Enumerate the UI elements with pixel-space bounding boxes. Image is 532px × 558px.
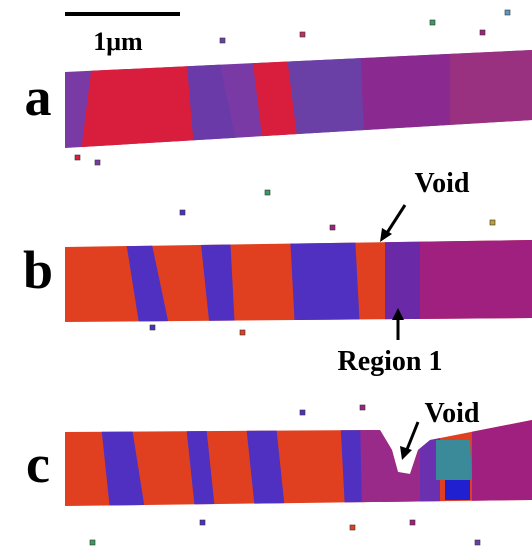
arrow bbox=[383, 204, 407, 237]
annotation: Void bbox=[414, 168, 469, 199]
grain-map-b bbox=[65, 240, 532, 322]
panel-label: c bbox=[26, 434, 50, 494]
scale-label: 1μm bbox=[93, 27, 143, 56]
annotation: Void bbox=[424, 398, 479, 429]
arrow bbox=[404, 421, 420, 453]
grain-map-c bbox=[65, 420, 532, 506]
grain-map-a bbox=[65, 50, 532, 148]
arrow-head bbox=[400, 446, 412, 460]
annotation: Region 1 bbox=[338, 346, 443, 377]
panel-label: a bbox=[25, 67, 52, 127]
panel-label: b bbox=[23, 240, 53, 300]
noise-points bbox=[74, 9, 511, 546]
arrow-head bbox=[380, 228, 392, 242]
arrow-head bbox=[392, 308, 404, 320]
